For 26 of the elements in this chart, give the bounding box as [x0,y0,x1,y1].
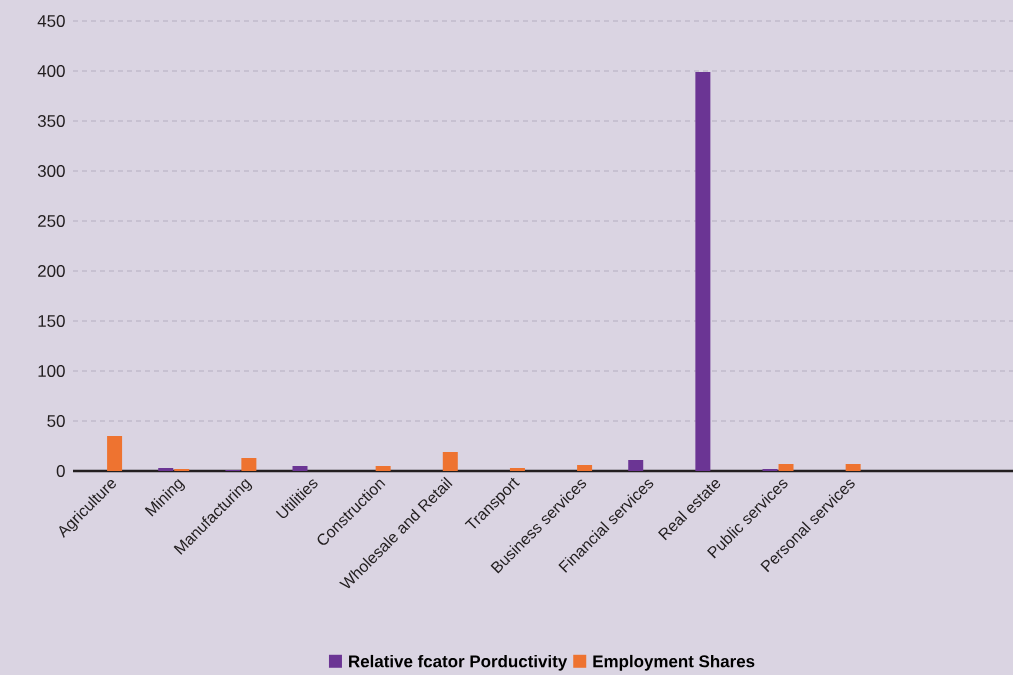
bar [174,468,190,471]
bar [695,71,711,471]
bar [442,451,458,471]
bar [158,467,174,471]
y-tick-label: 100 [38,364,65,377]
bar [509,467,525,471]
bar [762,468,778,471]
bar [577,464,593,471]
legend-label: Employment Shares [593,654,755,671]
y-tick-label: 200 [38,264,65,277]
y-tick-label: 300 [37,164,65,177]
bar [241,457,257,471]
bar [292,465,308,471]
y-tick-label: 50 [47,414,65,427]
bar [845,463,861,471]
bar [778,463,794,471]
bar [107,435,123,471]
y-tick-label: 400 [37,64,65,77]
y-tick-label: 150 [38,314,65,327]
bar [375,465,391,471]
legend-label: Relative fcator Porductivity [349,654,568,671]
bar [628,459,644,471]
y-tick-label: 250 [38,214,65,227]
y-tick-label: 350 [37,114,65,127]
y-tick-label: 0 [56,464,65,477]
y-tick-label: 450 [37,14,65,27]
